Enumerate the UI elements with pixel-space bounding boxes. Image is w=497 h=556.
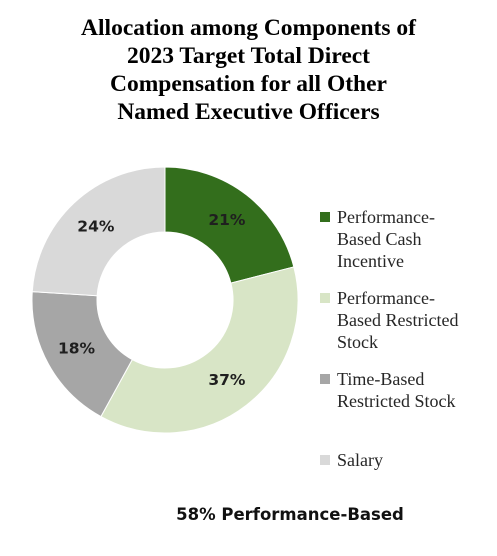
legend-swatch-salary [320, 455, 330, 465]
legend-swatch-time-based-stock [320, 374, 330, 384]
chart-title-line-1: Allocation among Components of [81, 15, 416, 41]
legend-swatch-performance-cash [320, 212, 330, 222]
legend-label-time-based-stock: Time-Based Restricted Stock [337, 369, 456, 411]
slice-salary [31, 166, 166, 297]
slice-label-performance-cash: 21% [208, 211, 246, 229]
legend-label-salary: Salary [337, 450, 383, 470]
slice-performance-cash [164, 166, 295, 284]
chart-title: Allocation among Components of 2023 Targ… [0, 14, 497, 126]
legend-label-performance-stock: Performance- Based Restricted Stock [337, 288, 459, 352]
chart-title-line-4: Named Executive Officers [117, 99, 380, 125]
slice-performance-stock [100, 266, 299, 434]
slice-label-performance-stock: 37% [208, 371, 246, 389]
chart-title-line-2: 2023 Target Total Direct [126, 43, 371, 69]
legend-label-performance-cash: Performance- Based Cash Incentive [337, 207, 435, 271]
performance-based-footnote: 58% Performance-Based [176, 505, 404, 524]
legend-swatch-performance-stock [320, 293, 330, 303]
slice-label-time-based-stock: 18% [58, 340, 96, 358]
slice-label-salary: 24% [77, 217, 115, 235]
chart-title-line-3: Compensation for all Other [110, 71, 387, 97]
